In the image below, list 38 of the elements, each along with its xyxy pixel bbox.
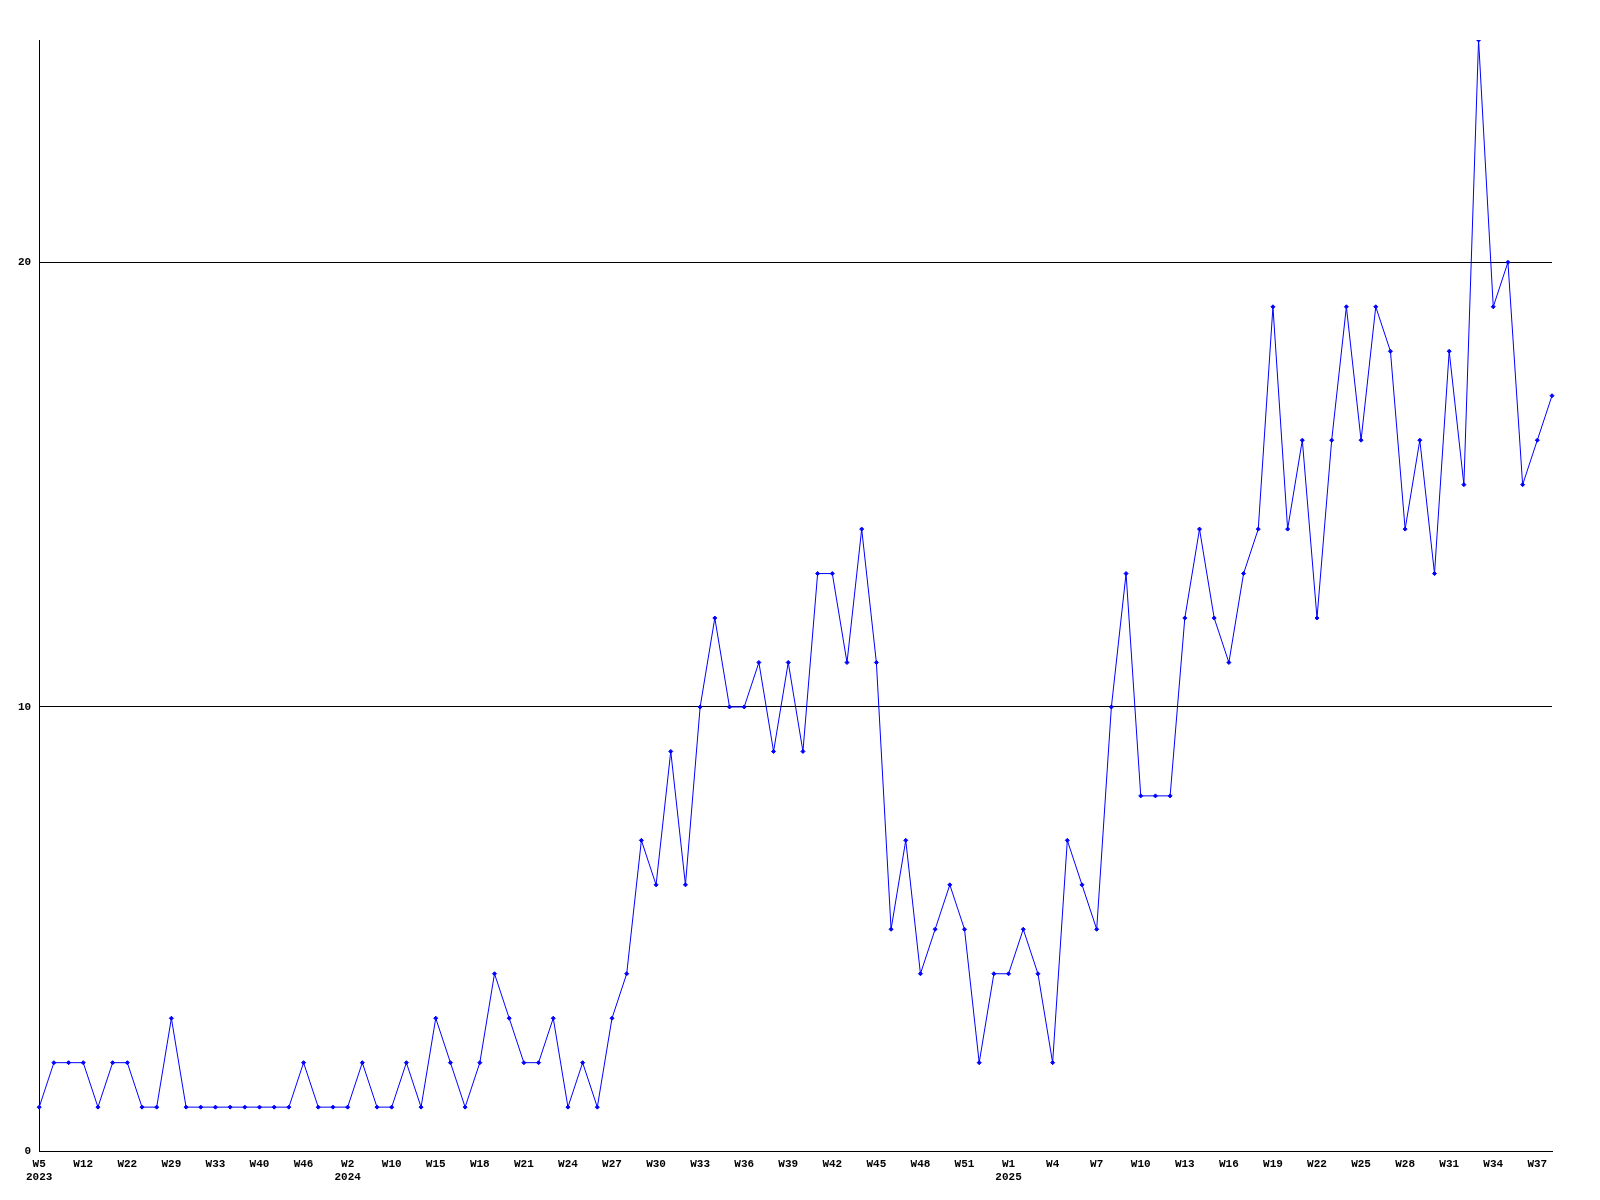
- x-tick-label: W46: [293, 1157, 314, 1170]
- x-tick-label: W21: [513, 1157, 535, 1170]
- x-tick-label: W51: [954, 1157, 975, 1170]
- x-tick-label: W10: [1130, 1157, 1151, 1170]
- x-tick-label: W15: [425, 1157, 447, 1170]
- x-tick-label: W37: [1527, 1157, 1548, 1170]
- x-tick-label: W12: [73, 1157, 94, 1170]
- x-tick-label: W27: [602, 1157, 622, 1170]
- x-tick-label: W33: [205, 1157, 226, 1170]
- x-tick-label: W16: [1218, 1157, 1239, 1170]
- x-tick-label: W10: [381, 1157, 402, 1170]
- x-tick-label: W36: [734, 1157, 755, 1170]
- x-tick-label: W4: [1046, 1157, 1060, 1170]
- y-tick-label: 0: [24, 1145, 32, 1158]
- x-tick-label: W42: [822, 1157, 843, 1170]
- x-tick-label: W2 2024: [334, 1157, 362, 1184]
- x-tick-label: W19: [1263, 1157, 1283, 1170]
- x-tick-label: W1 2025: [995, 1157, 1023, 1184]
- x-tick-label: W30: [646, 1157, 666, 1170]
- x-tick-label: W31: [1439, 1157, 1460, 1170]
- x-tick-label: W28: [1395, 1157, 1416, 1170]
- x-tick-label: W34: [1483, 1157, 1504, 1170]
- x-tick-label: W22: [1307, 1157, 1327, 1170]
- x-tick-label: W40: [249, 1157, 270, 1170]
- x-tick-label: W7: [1090, 1157, 1104, 1170]
- y-tick-label: 10: [18, 700, 32, 713]
- x-tick-label: W13: [1174, 1157, 1196, 1170]
- x-tick-label: W5 2023: [26, 1157, 53, 1184]
- x-tick-label: W22: [117, 1157, 138, 1170]
- x-tick-label: W45: [866, 1157, 887, 1170]
- x-tick-label: W25: [1351, 1157, 1372, 1170]
- x-tick-label: W29: [161, 1157, 182, 1170]
- y-tick-label: 20: [18, 256, 32, 269]
- x-tick-label: W24: [558, 1157, 579, 1170]
- x-tick-label: W18: [469, 1157, 491, 1170]
- x-tick-label: W33: [690, 1157, 711, 1170]
- x-tick-label: W48: [910, 1157, 931, 1170]
- x-tick-label: W39: [778, 1157, 799, 1170]
